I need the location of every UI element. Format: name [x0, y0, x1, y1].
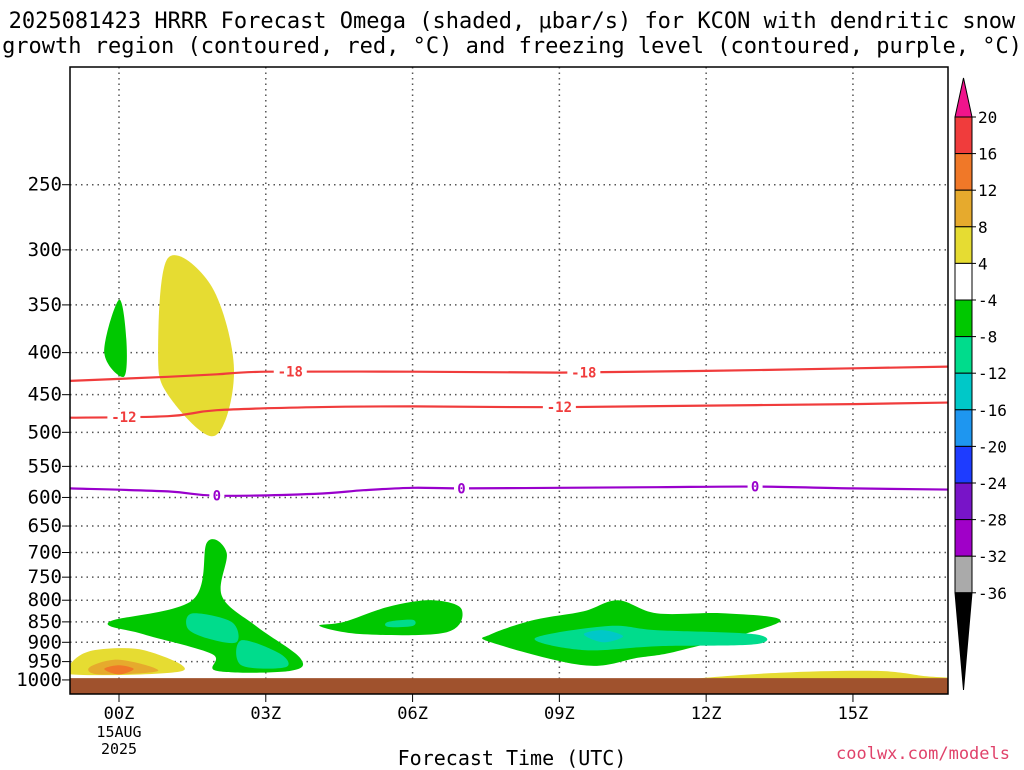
colorbar-swatch-1 — [954, 153, 973, 191]
y-tick-label-500: 500 — [28, 421, 62, 443]
colorbar-swatch-8 — [954, 409, 973, 447]
contour-label-1-1: -12 — [547, 400, 572, 416]
y-tick-label-950: 950 — [28, 651, 62, 673]
colorbar-label-1: 16 — [978, 145, 997, 164]
y-tick-label-1000: 1000 — [16, 669, 62, 691]
plot-frame — [69, 66, 949, 695]
y-tick-label-550: 550 — [28, 455, 62, 477]
colorbar-swatch-0 — [954, 116, 973, 155]
contour-label-bg-1-0 — [107, 408, 141, 425]
y-tick-label-300: 300 — [28, 239, 62, 261]
omega-region-12 — [583, 630, 623, 643]
colorbar-label-7: -12 — [978, 364, 1007, 383]
omega-region-0 — [104, 299, 127, 378]
colorbar-swatch-12 — [954, 555, 973, 594]
contour-label-0-1: -18 — [571, 365, 596, 381]
axes: 2503003504004505005506006507007508008509… — [16, 66, 949, 758]
colorbar-swatch-4 — [954, 262, 973, 301]
colorbar-label-8: -16 — [978, 401, 1007, 420]
y-tick-label-750: 750 — [28, 566, 62, 588]
contour-label-bg-1-1 — [542, 399, 576, 416]
y-tick-label-700: 700 — [28, 542, 62, 564]
contour-line-0 — [70, 365, 948, 382]
x-tick-label-09Z: 09Z — [544, 704, 575, 724]
colorbar-swatch-5 — [954, 299, 973, 338]
y-tick-label-650: 650 — [28, 515, 62, 537]
contour-label-1-0: -12 — [111, 410, 136, 426]
shaded-regions — [70, 255, 948, 684]
contour-label-bg-0-1 — [567, 364, 601, 381]
terrain-band — [70, 678, 948, 694]
y-tick-label-900: 900 — [28, 631, 62, 653]
chart-title-line-1: 2025081423 HRRR Forecast Omega (shaded, … — [8, 9, 1016, 34]
colorbar-label-2: 12 — [978, 181, 997, 200]
omega-region-2 — [107, 539, 304, 673]
x-tick-label-15Z: 15Z — [838, 704, 869, 724]
colorbar-swatch-9 — [954, 445, 973, 484]
omega-region-8 — [319, 600, 463, 636]
y-tick-label-250: 250 — [28, 174, 62, 196]
omega-region-7 — [104, 665, 134, 675]
site-credit-link[interactable]: coolwx.com/models — [836, 744, 1010, 764]
colorbar-top-arrow — [954, 77, 973, 118]
contour-label-0-0: -18 — [278, 365, 303, 381]
colorbar-label-11: -28 — [978, 511, 1007, 530]
y-tick-label-350: 350 — [28, 294, 62, 316]
contour-lines: -18 -18 -12 -12 0 0 0 — [70, 363, 948, 505]
x-sublabel-0: 15AUG — [96, 723, 141, 741]
colorbar-label-13: -36 — [978, 584, 1007, 603]
contour-label-bg-2-0 — [209, 487, 225, 504]
contour-line-1 — [70, 401, 948, 419]
contour-label-2-1: 0 — [457, 481, 465, 497]
y-tick-label-800: 800 — [28, 589, 62, 611]
colorbar-swatch-3 — [954, 226, 973, 264]
contour-label-2-2: 0 — [751, 480, 759, 496]
colorbar-swatch-10 — [954, 482, 973, 521]
y-tick-label-600: 600 — [28, 486, 62, 508]
x-sublabel-1: 2025 — [101, 740, 137, 758]
colorbar-swatch-7 — [954, 372, 973, 411]
colorbar-label-5: -4 — [978, 291, 997, 310]
colorbar-label-4: 4 — [978, 254, 988, 273]
x-tick-label-03Z: 03Z — [250, 704, 281, 724]
x-tick-label-06Z: 06Z — [397, 704, 428, 724]
contour-label-2-0: 0 — [213, 489, 221, 505]
chart-title-line-2: growth region (contoured, red, °C) and f… — [2, 34, 1022, 59]
omega-region-1 — [158, 255, 235, 437]
contour-label-bg-2-1 — [454, 480, 470, 497]
x-tick-label-00Z: 00Z — [104, 704, 135, 724]
x-tick-label-12Z: 12Z — [691, 704, 722, 724]
omega-region-3 — [186, 613, 239, 644]
contour-label-bg-0-0 — [273, 363, 307, 380]
omega-region-9 — [385, 619, 416, 628]
contour-line-2 — [70, 485, 948, 497]
colorbar-label-3: 8 — [978, 218, 988, 237]
colorbar-label-6: -8 — [978, 328, 997, 347]
colorbar-swatch-11 — [954, 519, 973, 557]
colorbar-swatch-2 — [954, 189, 973, 228]
colorbar-swatch-6 — [954, 336, 973, 374]
contour-label-bg-2-2 — [747, 478, 763, 495]
colorbar: 20 16 12 8 4 -4 -8 -12 -16 -20 -24 -28 -32 -36 — [954, 77, 1007, 691]
colorbar-label-0: 20 — [978, 108, 997, 127]
y-tick-label-400: 400 — [28, 342, 62, 364]
y-tick-label-450: 450 — [28, 384, 62, 406]
terrain — [70, 678, 948, 694]
colorbar-label-10: -24 — [978, 474, 1007, 493]
colorbar-label-9: -20 — [978, 437, 1007, 456]
omega-region-4 — [236, 640, 289, 669]
x-axis-label: Forecast Time (UTC) — [397, 746, 627, 770]
colorbar-bottom-arrow — [954, 592, 973, 691]
y-tick-label-850: 850 — [28, 611, 62, 633]
colorbar-label-12: -32 — [978, 547, 1007, 566]
